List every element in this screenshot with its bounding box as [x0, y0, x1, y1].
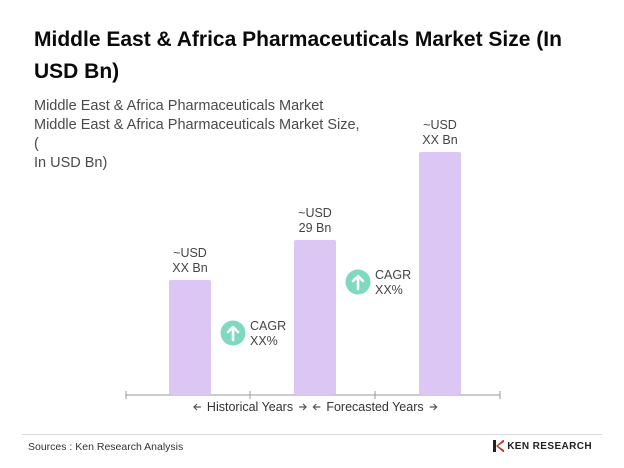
cagr-label: XX% [250, 334, 278, 348]
brand-name: KEN RESEARCH [507, 440, 592, 452]
bar-value-label: XX Bn [422, 133, 457, 147]
subtitle-line: Middle East & Africa Pharmaceuticals Mar… [34, 117, 360, 152]
chart-title: Middle East & Africa Pharmaceuticals Mar… [34, 28, 562, 83]
bar-value-label: ~USD [298, 206, 332, 220]
bar [169, 280, 211, 395]
bar-value-label: 29 Bn [299, 221, 332, 235]
subtitle-line: In USD Bn) [34, 155, 108, 171]
bar-value-label: ~USD [173, 246, 207, 260]
arrow-up-icon [226, 325, 240, 342]
period-label: Forecasted Years [326, 400, 423, 414]
footer-divider [22, 434, 602, 435]
left-arrow-icon [312, 403, 321, 411]
period-label: Historical Years [207, 400, 293, 414]
cagr-label: XX% [375, 283, 403, 297]
subtitle-line: Middle East & Africa Pharmaceuticals Mar… [34, 98, 324, 114]
right-arrow-icon [299, 403, 307, 411]
source-note: Sources : Ken Research Analysis [28, 441, 184, 453]
cagr-label: CAGR [250, 319, 286, 333]
arrow-up-icon [351, 274, 365, 291]
bar [419, 152, 461, 395]
cagr-label: CAGR [375, 268, 411, 282]
bar [294, 240, 336, 395]
brand-logo: KEN RESEARCH [493, 440, 592, 452]
ken-research-logo-icon [493, 440, 505, 452]
right-arrow-icon [429, 403, 438, 411]
left-arrow-icon [193, 403, 201, 411]
chart-subtitle: Middle East & Africa Pharmaceuticals Mar… [34, 97, 364, 173]
bar-value-label: XX Bn [172, 261, 207, 275]
bar-value-label: ~USD [423, 118, 457, 132]
